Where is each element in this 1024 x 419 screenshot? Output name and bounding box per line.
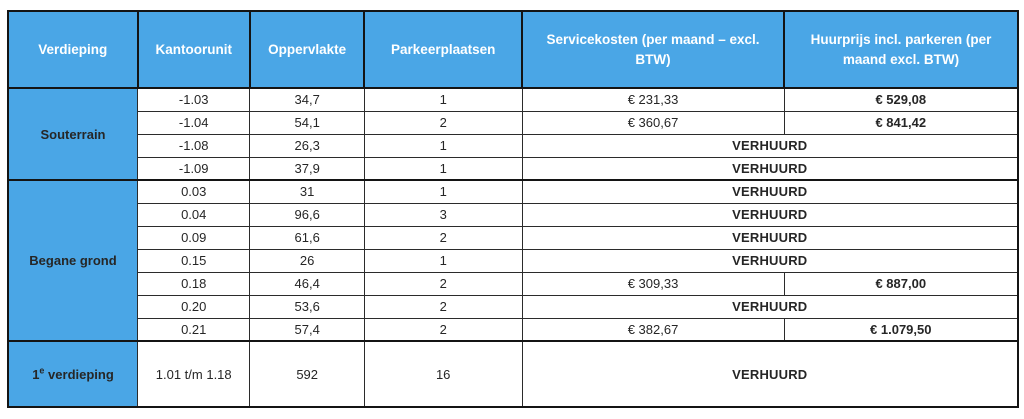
verhuurd-status-cell: VERHUURD (521, 294, 1019, 319)
rental-price-table: Verdieping Kantoorunit Oppervlakte Parke… (7, 10, 1019, 408)
rent-price-cell: € 529,08 (783, 87, 1019, 112)
parking-cell: 1 (363, 179, 523, 204)
floor-label-superscript: e (39, 365, 45, 376)
parking-cell: 2 (363, 317, 523, 342)
verhuurd-status-cell: VERHUURD (521, 179, 1019, 204)
column-header-huurprijs: Huurprijs incl. parkeren (per maand excl… (783, 10, 1019, 89)
area-cell: 26 (249, 248, 365, 273)
table-row: 0.15 26 1 VERHUURD (8, 248, 1019, 273)
table-row: Begane grond 0.03 31 1 VERHUURD (7, 179, 1019, 342)
unit-cell: 0.04 (136, 202, 251, 227)
column-header-verdieping: Verdieping (7, 10, 139, 89)
table-row: -1.08 26,3 1 VERHUURD (8, 133, 1019, 158)
floor-cell-eerste-verdieping: 1e verdieping (7, 340, 138, 408)
unit-cell: -1.03 (136, 87, 251, 112)
parking-cell: 1 (363, 133, 523, 158)
parking-cell: 2 (363, 225, 523, 250)
unit-cell: -1.04 (136, 110, 251, 135)
unit-cell: 1.01 t/m 1.18 (136, 340, 251, 408)
service-cost-cell: € 309,33 (521, 271, 785, 296)
verhuurd-status-cell: VERHUURD (521, 202, 1019, 227)
parking-cell: 3 (363, 202, 523, 227)
unit-cell: 0.09 (136, 225, 251, 250)
service-cost-cell: € 360,67 (521, 110, 785, 135)
parking-cell: 1 (363, 248, 523, 273)
verhuurd-status-cell: VERHUURD (521, 225, 1019, 250)
unit-cell: 0.20 (136, 294, 251, 319)
area-cell: 34,7 (249, 87, 365, 112)
verhuurd-status-cell: VERHUURD (521, 156, 1019, 181)
parking-cell: 2 (363, 110, 523, 135)
area-cell: 57,4 (249, 317, 365, 342)
table-row: 0.20 53,6 2 VERHUURD (8, 294, 1019, 319)
parking-cell: 2 (363, 271, 523, 296)
rent-price-cell: € 841,42 (783, 110, 1019, 135)
rent-price-cell: € 1.079,50 (783, 317, 1019, 342)
parking-cell: 1 (363, 156, 523, 181)
column-header-servicekosten: Servicekosten (per maand – excl. BTW) (520, 10, 786, 89)
area-cell: 31 (249, 179, 365, 204)
area-cell: 54,1 (249, 110, 365, 135)
area-cell: 592 (249, 340, 365, 408)
area-cell: 96,6 (249, 202, 365, 227)
area-cell: 26,3 (249, 133, 365, 158)
table-row: 0.18 46,4 2 € 309,33 € 887,00 (8, 271, 1019, 296)
verhuurd-status-cell: VERHUURD (521, 133, 1019, 158)
service-cost-cell: € 231,33 (521, 87, 785, 112)
area-cell: 37,9 (249, 156, 365, 181)
table-row: 0.21 57,4 2 € 382,67 € 1.079,50 (8, 317, 1019, 342)
area-cell: 46,4 (249, 271, 365, 296)
verhuurd-status-cell: VERHUURD (521, 248, 1019, 273)
floor-cell-begane-grond: Begane grond (7, 179, 138, 342)
table-row: 0.04 96,6 3 VERHUURD (8, 202, 1019, 227)
area-cell: 61,6 (249, 225, 365, 250)
parking-cell: 1 (363, 87, 523, 112)
table-row: 0.09 61,6 2 VERHUURD (8, 225, 1019, 250)
table-row: -1.04 54,1 2 € 360,67 € 841,42 (8, 110, 1019, 135)
parking-cell: 2 (363, 294, 523, 319)
verhuurd-status-cell: VERHUURD (521, 340, 1019, 408)
parking-cell: 16 (363, 340, 523, 408)
unit-cell: 0.15 (136, 248, 251, 273)
rent-price-cell: € 887,00 (783, 271, 1019, 296)
header-row: Verdieping Kantoorunit Oppervlakte Parke… (7, 10, 1019, 89)
unit-cell: 0.03 (136, 179, 251, 204)
column-header-kantoorunit: Kantoorunit (136, 10, 251, 89)
unit-cell: -1.09 (136, 156, 251, 181)
column-header-oppervlakte: Oppervlakte (248, 10, 366, 89)
unit-cell: 0.21 (136, 317, 251, 342)
column-header-parkeerplaatsen: Parkeerplaatsen (363, 10, 523, 89)
floor-label-main: 1 (32, 366, 40, 382)
floor-cell-souterrain: Souterrain (7, 87, 138, 181)
service-cost-cell: € 382,67 (521, 317, 785, 342)
table-row: 1e verdieping 1.01 t/m 1.18 592 16 VERHU… (7, 340, 1019, 408)
table-row: Souterrain -1.03 34,7 1 € 231,33 € 529,0… (7, 87, 1019, 181)
floor-label-rest: verdieping (44, 366, 114, 382)
unit-cell: -1.08 (136, 133, 251, 158)
area-cell: 53,6 (249, 294, 365, 319)
unit-cell: 0.18 (136, 271, 251, 296)
table-row: -1.09 37,9 1 VERHUURD (8, 156, 1019, 181)
